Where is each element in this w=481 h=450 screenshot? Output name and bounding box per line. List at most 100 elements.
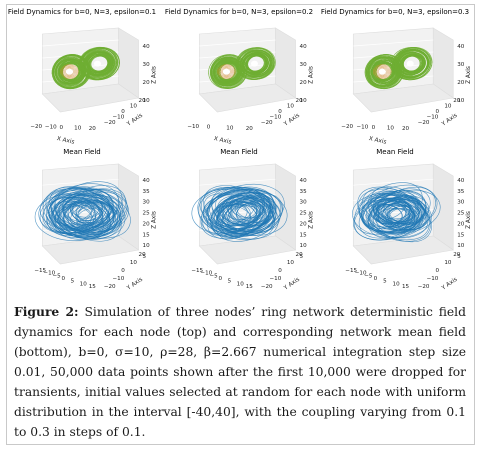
y-tick-label: 20 [139, 98, 147, 104]
y-tick-label: 0 [435, 268, 439, 274]
field-dynamics-plot-2: Field Dynamics for b=0, N=3, epsilon=0.2… [163, 8, 315, 148]
x-tick-label: 0 [374, 276, 378, 282]
x-tick-label: 10 [237, 281, 245, 287]
x-tick-label: −20 [30, 124, 42, 130]
z-tick-label: 15 [143, 232, 151, 238]
y-tick-label: −10 [427, 276, 439, 282]
z-tick-label: 20 [300, 80, 308, 86]
z-tick-label: 5 [143, 254, 147, 260]
z-tick-label: 40 [143, 178, 151, 184]
z-tick-label: 10 [300, 243, 308, 249]
x-tick-label: 20 [89, 126, 97, 132]
z-tick-label: 40 [457, 178, 465, 184]
y-axis-label: Y Axis [440, 113, 459, 128]
z-tick-label: 30 [300, 62, 308, 68]
x-tick-label: −10 [43, 271, 55, 277]
y-axis-label: Y Axis [282, 113, 301, 128]
attractor-trajectory [208, 47, 276, 89]
y-tick-label: 10 [444, 260, 452, 266]
y-tick-label: 10 [287, 260, 295, 266]
plot-title: Field Dynamics for b=0, N=3, epsilon=0.2 [164, 8, 314, 16]
z-tick-label: 30 [457, 200, 465, 206]
z-axis-label: Z Axis [466, 66, 472, 84]
plot-title: Mean Field [63, 148, 101, 156]
plot-title: Mean Field [376, 148, 414, 156]
z-axis-label: Z Axis [152, 211, 158, 229]
x-tick-label: 10 [80, 281, 88, 287]
y-axis-label: Y Axis [125, 277, 144, 292]
x-tick-label: −5 [209, 273, 218, 279]
y-tick-label: −20 [418, 120, 430, 126]
y-axis-label: Y Axis [282, 277, 301, 292]
z-axis-label: Z Axis [466, 211, 472, 229]
field-dynamics-plot-1: Field Dynamics for b=0, N=3, epsilon=0.1… [6, 8, 158, 148]
x-tick-label: 20 [246, 126, 254, 132]
y-tick-label: 0 [121, 268, 125, 274]
y-axis-label: Y Axis [440, 277, 459, 292]
y-tick-label: −10 [113, 115, 125, 121]
y-tick-label: 20 [453, 98, 461, 104]
y-tick-label: 20 [139, 252, 147, 258]
x-tick-label: 15 [89, 284, 97, 290]
z-tick-label: 40 [143, 44, 151, 50]
x-tick-label: 0 [372, 125, 376, 131]
plot-title: Mean Field [220, 148, 258, 156]
z-axis-label: Z Axis [309, 211, 315, 229]
y-axis-label: Y Axis [125, 113, 144, 128]
x-tick-label: −20 [341, 124, 353, 130]
y-tick-label: −10 [270, 115, 282, 121]
mean-field-plot-1: Mean Field−15−10−5051015X Axis−20−100102… [6, 148, 158, 294]
z-tick-label: 20 [457, 221, 465, 227]
z-tick-label: 20 [143, 80, 151, 86]
z-tick-label: 10 [457, 243, 465, 249]
z-tick-label: 25 [457, 211, 465, 217]
x-tick-label: 5 [228, 279, 232, 285]
attractor-trajectory [364, 47, 433, 90]
plot-title: Field Dynamics for b=0, N=3, epsilon=0.1 [7, 8, 157, 16]
z-tick-label: 30 [143, 62, 151, 68]
z-tick-label: 40 [457, 44, 465, 50]
z-tick-label: 20 [300, 221, 308, 227]
x-tick-label: −10 [355, 271, 367, 277]
y-tick-label: 20 [296, 252, 304, 258]
z-tick-label: 10 [457, 98, 465, 104]
x-tick-label: −15 [191, 268, 203, 274]
y-tick-label: 10 [130, 260, 138, 266]
y-tick-label: 20 [453, 252, 461, 258]
caption-text: Simulation of three nodes’ ring network … [14, 305, 466, 439]
z-tick-label: 40 [300, 178, 308, 184]
x-tick-label: −10 [356, 125, 368, 131]
attractor-trajectory [34, 181, 131, 242]
x-tick-label: −5 [52, 273, 61, 279]
z-tick-label: 30 [300, 200, 308, 206]
plot-title: Field Dynamics for b=0, N=3, epsilon=0.3 [320, 8, 470, 16]
z-tick-label: 10 [143, 98, 151, 104]
attractor-trajectory [51, 46, 120, 90]
x-tick-label: 0 [60, 125, 64, 131]
x-tick-label: 10 [387, 126, 395, 132]
z-tick-label: 5 [457, 254, 461, 260]
attractor-trajectory [191, 183, 288, 242]
y-tick-label: −10 [270, 276, 282, 282]
x-tick-label: 20 [402, 126, 410, 132]
x-axis-label: X Axis [368, 136, 387, 146]
z-tick-label: 40 [300, 44, 308, 50]
y-tick-label: −10 [113, 276, 125, 282]
z-tick-label: 35 [143, 189, 151, 195]
x-tick-label: 0 [207, 125, 211, 131]
x-tick-label: 15 [246, 284, 254, 290]
mean-field-plot-3: Mean Field−15−10−5051015X Axis−20−100102… [316, 148, 474, 294]
attractor-trajectory [352, 182, 441, 243]
x-tick-label: 10 [393, 281, 401, 287]
x-tick-label: −5 [364, 273, 373, 279]
caption-lead: Figure 2: [14, 304, 79, 319]
figure-caption: Figure 2: Simulation of three nodes’ rin… [14, 302, 466, 442]
y-tick-label: 10 [287, 104, 295, 110]
field-dynamics-plot-3: Field Dynamics for b=0, N=3, epsilon=0.3… [316, 8, 474, 148]
x-tick-label: 10 [74, 126, 82, 132]
